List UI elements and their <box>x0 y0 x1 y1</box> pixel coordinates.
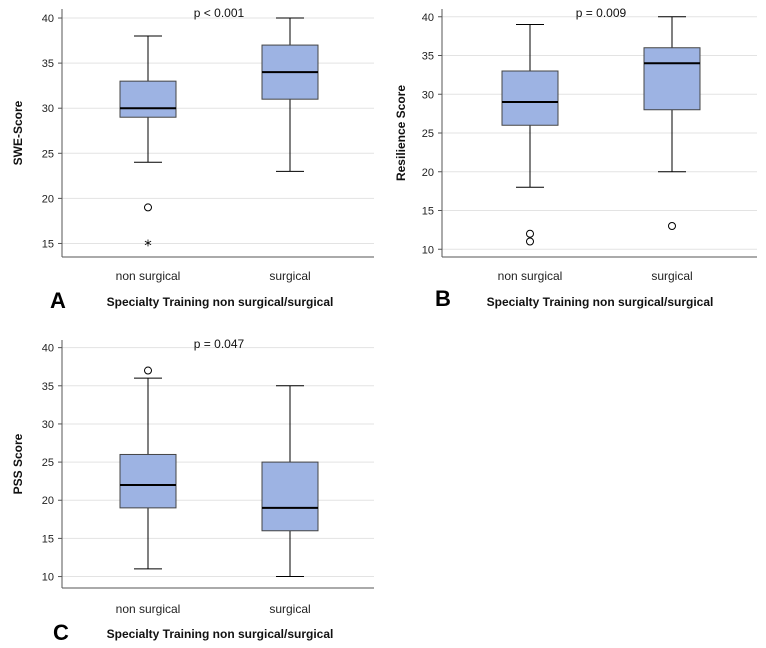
y-tick-label: 15 <box>42 533 54 545</box>
y-tick-label: 10 <box>42 572 54 584</box>
x-category-label: non surgical <box>116 269 181 283</box>
iqr-box <box>119 453 177 509</box>
y-tick-label: 15 <box>422 206 434 218</box>
iqr-box <box>643 47 701 111</box>
x-axis-title: Specialty Training non surgical/surgical <box>107 295 334 309</box>
box-surgical <box>261 385 319 578</box>
y-tick-label: 25 <box>42 148 54 160</box>
x-category-label: surgical <box>269 602 310 616</box>
x-category-label: surgical <box>651 269 692 283</box>
panel-letter: C <box>53 620 69 645</box>
p-value-annotation: p = 0.047 <box>194 337 245 351</box>
y-axis-title: Resilience Score <box>394 85 408 181</box>
chart-panel-b: 10 15 20 25 30 35 40 non surgical surgical p = 0.… <box>394 6 757 311</box>
y-tick-label: 35 <box>422 51 434 63</box>
y-tick-label: 30 <box>42 419 54 431</box>
box-non-surgical: * <box>119 35 177 254</box>
outlier-circle <box>668 222 676 230</box>
box-non-surgical <box>501 24 559 246</box>
p-value-annotation: p = 0.009 <box>576 6 627 20</box>
chart-panel-c: 10 15 20 25 30 35 40 non surgical surgical p = 0.… <box>11 337 374 645</box>
chart-panel-a: 15 20 25 30 35 40 * non surgical surgical p < 0.0… <box>11 6 374 313</box>
y-tick-label: 15 <box>42 238 54 250</box>
y-tick-label: 30 <box>42 103 54 115</box>
box-non-surgical <box>119 366 177 570</box>
y-axis-title: SWE-Score <box>11 100 25 165</box>
p-value-annotation: p < 0.001 <box>194 6 245 20</box>
y-tick-label: 20 <box>42 193 54 205</box>
panel-letter: B <box>435 286 451 311</box>
iqr-box <box>501 70 559 126</box>
y-tick-label: 25 <box>422 128 434 140</box>
y-tick-label: 35 <box>42 381 54 393</box>
outlier-circle <box>526 237 534 246</box>
x-category-label: non surgical <box>498 269 563 283</box>
outlier-circle <box>144 203 152 212</box>
box-surgical <box>643 16 701 230</box>
y-tick-label: 10 <box>422 244 434 256</box>
outlier-circle <box>144 366 152 375</box>
iqr-box <box>119 80 177 118</box>
y-tick-label: 40 <box>42 343 54 355</box>
y-tick-label: 40 <box>422 12 434 24</box>
y-tick-label: 20 <box>422 167 434 179</box>
extreme-outlier-star: * <box>144 236 152 254</box>
box-surgical <box>261 17 319 172</box>
y-tick-label: 20 <box>42 495 54 507</box>
x-category-label: non surgical <box>116 602 181 616</box>
outlier-circle <box>526 229 534 238</box>
y-tick-label: 25 <box>42 457 54 469</box>
y-axis-title: PSS Score <box>11 433 25 494</box>
x-axis-title: Specialty Training non surgical/surgical <box>107 627 334 641</box>
x-axis-title: Specialty Training non surgical/surgical <box>487 295 714 309</box>
x-category-label: surgical <box>269 269 310 283</box>
iqr-box <box>261 461 319 532</box>
y-tick-label: 30 <box>422 89 434 101</box>
y-tick-label: 40 <box>42 13 54 25</box>
panel-letter: A <box>50 288 66 313</box>
y-tick-label: 35 <box>42 58 54 70</box>
